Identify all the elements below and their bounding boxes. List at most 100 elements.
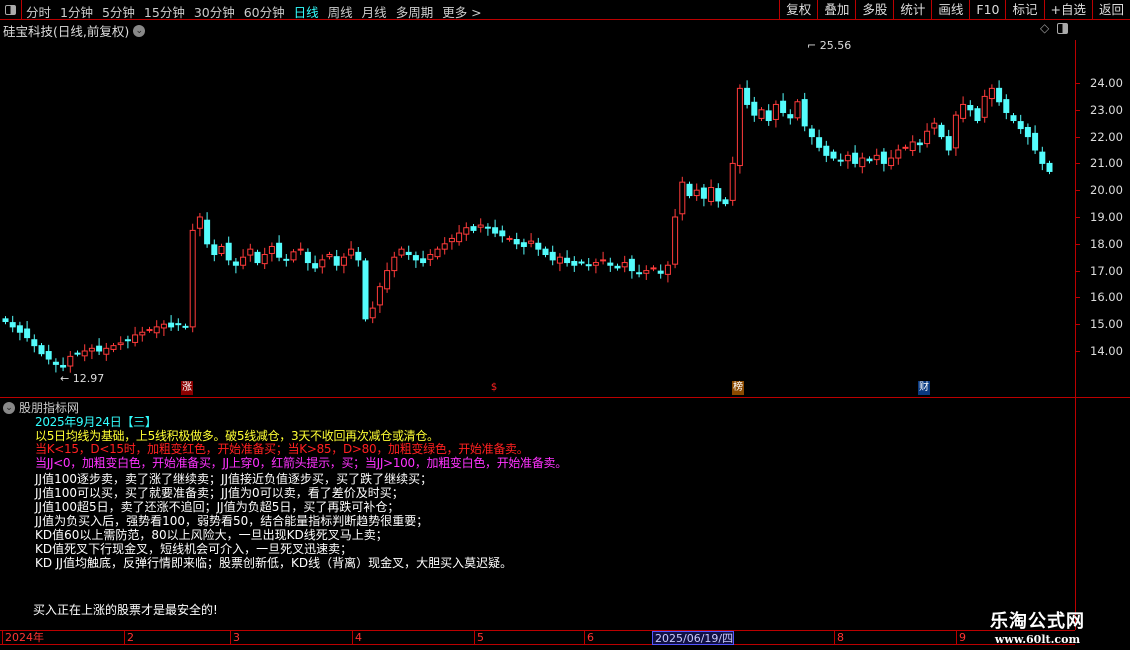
candle bbox=[124, 335, 131, 349]
indicator-note: KD JJ值均触底，反弹行情即来临；股票创新低，KD线（背离）现金叉，大胆买入莫… bbox=[35, 556, 513, 570]
tick-mark bbox=[1075, 324, 1080, 326]
candle bbox=[787, 109, 794, 125]
candle-body bbox=[9, 322, 16, 328]
chevron-down-icon[interactable]: ⌄ bbox=[133, 24, 146, 37]
toolbar-button[interactable]: +自选 bbox=[1043, 0, 1092, 20]
candle-body bbox=[945, 136, 952, 151]
candle-body bbox=[549, 251, 556, 261]
candle-body bbox=[448, 237, 455, 243]
candle-body bbox=[873, 154, 880, 161]
candle bbox=[412, 251, 419, 268]
toolbar-button[interactable]: 叠加 bbox=[817, 0, 855, 20]
tab-period[interactable]: 分时 bbox=[26, 5, 52, 20]
tab-period[interactable]: 60分钟 bbox=[243, 5, 285, 20]
tab-period[interactable]: 月线 bbox=[361, 5, 387, 20]
event-marker-dollar[interactable]: $ bbox=[488, 381, 500, 395]
toolbar-button[interactable]: 复权 bbox=[779, 0, 817, 20]
time-tick: 2024年 bbox=[2, 631, 44, 645]
candle bbox=[592, 258, 599, 274]
candle bbox=[247, 243, 254, 262]
candle-body bbox=[708, 187, 715, 202]
toolbar-button[interactable]: 返回 bbox=[1091, 0, 1130, 20]
candle-body bbox=[60, 364, 67, 368]
candle bbox=[1046, 160, 1053, 175]
tab-period[interactable]: 多周期 bbox=[395, 5, 434, 20]
candle bbox=[24, 320, 31, 342]
candle-body bbox=[1024, 126, 1031, 138]
candle-body bbox=[592, 262, 599, 266]
candle bbox=[60, 357, 67, 372]
candle bbox=[52, 358, 59, 373]
candle-body bbox=[398, 248, 405, 256]
candle bbox=[88, 344, 95, 360]
toolbar-button[interactable]: 多股 bbox=[855, 0, 893, 20]
candle-body bbox=[297, 248, 304, 251]
event-marker-cai[interactable]: 财 bbox=[918, 381, 930, 395]
diamond-icon[interactable]: ◇ bbox=[1040, 21, 1050, 35]
time-tick: 2 bbox=[124, 631, 134, 645]
tick-mark bbox=[1075, 243, 1080, 245]
toolbar-button[interactable]: 统计 bbox=[893, 0, 931, 20]
candlestick-chart[interactable] bbox=[0, 40, 1075, 397]
candle-body bbox=[31, 339, 38, 347]
candle bbox=[794, 99, 801, 121]
candle bbox=[398, 246, 405, 258]
candle bbox=[600, 251, 607, 265]
high-annotation: ⌐ 25.56 bbox=[807, 39, 852, 52]
panel-toggle-icon[interactable] bbox=[0, 0, 22, 20]
axis-divider bbox=[1075, 40, 1076, 630]
candle bbox=[261, 247, 268, 269]
candle-body bbox=[52, 361, 59, 365]
toolbar-button[interactable]: 画线 bbox=[931, 0, 969, 20]
tick-mark bbox=[1075, 351, 1080, 352]
tab-period[interactable]: 更多 > bbox=[442, 5, 482, 20]
tab-period[interactable]: 15分钟 bbox=[143, 5, 185, 20]
tick-mark bbox=[1075, 270, 1080, 272]
tab-period[interactable]: 周线 bbox=[327, 5, 353, 20]
candle bbox=[218, 243, 225, 257]
panel-icon[interactable] bbox=[1057, 23, 1069, 34]
candle-body bbox=[211, 244, 218, 256]
toolbar-button[interactable]: F10 bbox=[969, 0, 1005, 20]
candle bbox=[859, 152, 866, 174]
candle bbox=[492, 219, 499, 238]
candle-body bbox=[801, 99, 808, 127]
toolbar-button[interactable]: 标记 bbox=[1005, 0, 1043, 20]
tab-period[interactable]: 30分钟 bbox=[193, 5, 235, 20]
stock-title: 硅宝科技(日线,前复权) bbox=[3, 24, 130, 39]
tab-period[interactable]: 5分钟 bbox=[101, 5, 135, 20]
candle bbox=[535, 237, 542, 256]
price-tick: 19.00 bbox=[1090, 210, 1123, 224]
candle bbox=[700, 184, 707, 207]
indicator-note: JJ值为负买入后，强势看100，弱势看50，结合能量指标判断趋势很重要； bbox=[35, 514, 429, 528]
candle-body bbox=[24, 328, 31, 339]
candle bbox=[916, 139, 923, 153]
candle-body bbox=[369, 307, 376, 319]
candle bbox=[211, 239, 218, 262]
candle-body bbox=[1003, 99, 1010, 113]
candle bbox=[880, 148, 887, 172]
candle-body bbox=[276, 242, 283, 258]
candle-body bbox=[247, 248, 254, 256]
candle bbox=[268, 242, 275, 262]
tab-period[interactable]: 日线 bbox=[293, 5, 319, 20]
candle-body bbox=[1017, 121, 1024, 130]
candle-body bbox=[909, 141, 916, 152]
candle bbox=[240, 249, 247, 270]
event-marker-zhang[interactable]: 涨 bbox=[181, 381, 193, 395]
candle bbox=[153, 320, 160, 339]
low-annotation: ← 12.97 bbox=[60, 372, 105, 385]
candle bbox=[722, 197, 729, 207]
candle bbox=[470, 223, 477, 234]
candle bbox=[427, 249, 434, 267]
tab-period[interactable]: 1分钟 bbox=[60, 5, 93, 20]
indicator-name[interactable]: 股朋指标网 bbox=[19, 401, 80, 415]
candle bbox=[974, 106, 981, 124]
chevron-down-icon[interactable]: ⌄ bbox=[3, 401, 15, 414]
candle-body bbox=[988, 87, 995, 100]
candle bbox=[924, 123, 931, 148]
event-marker-bang[interactable]: 榜 bbox=[732, 381, 744, 395]
candle bbox=[463, 222, 470, 241]
candle bbox=[823, 140, 830, 163]
candle bbox=[110, 342, 117, 353]
